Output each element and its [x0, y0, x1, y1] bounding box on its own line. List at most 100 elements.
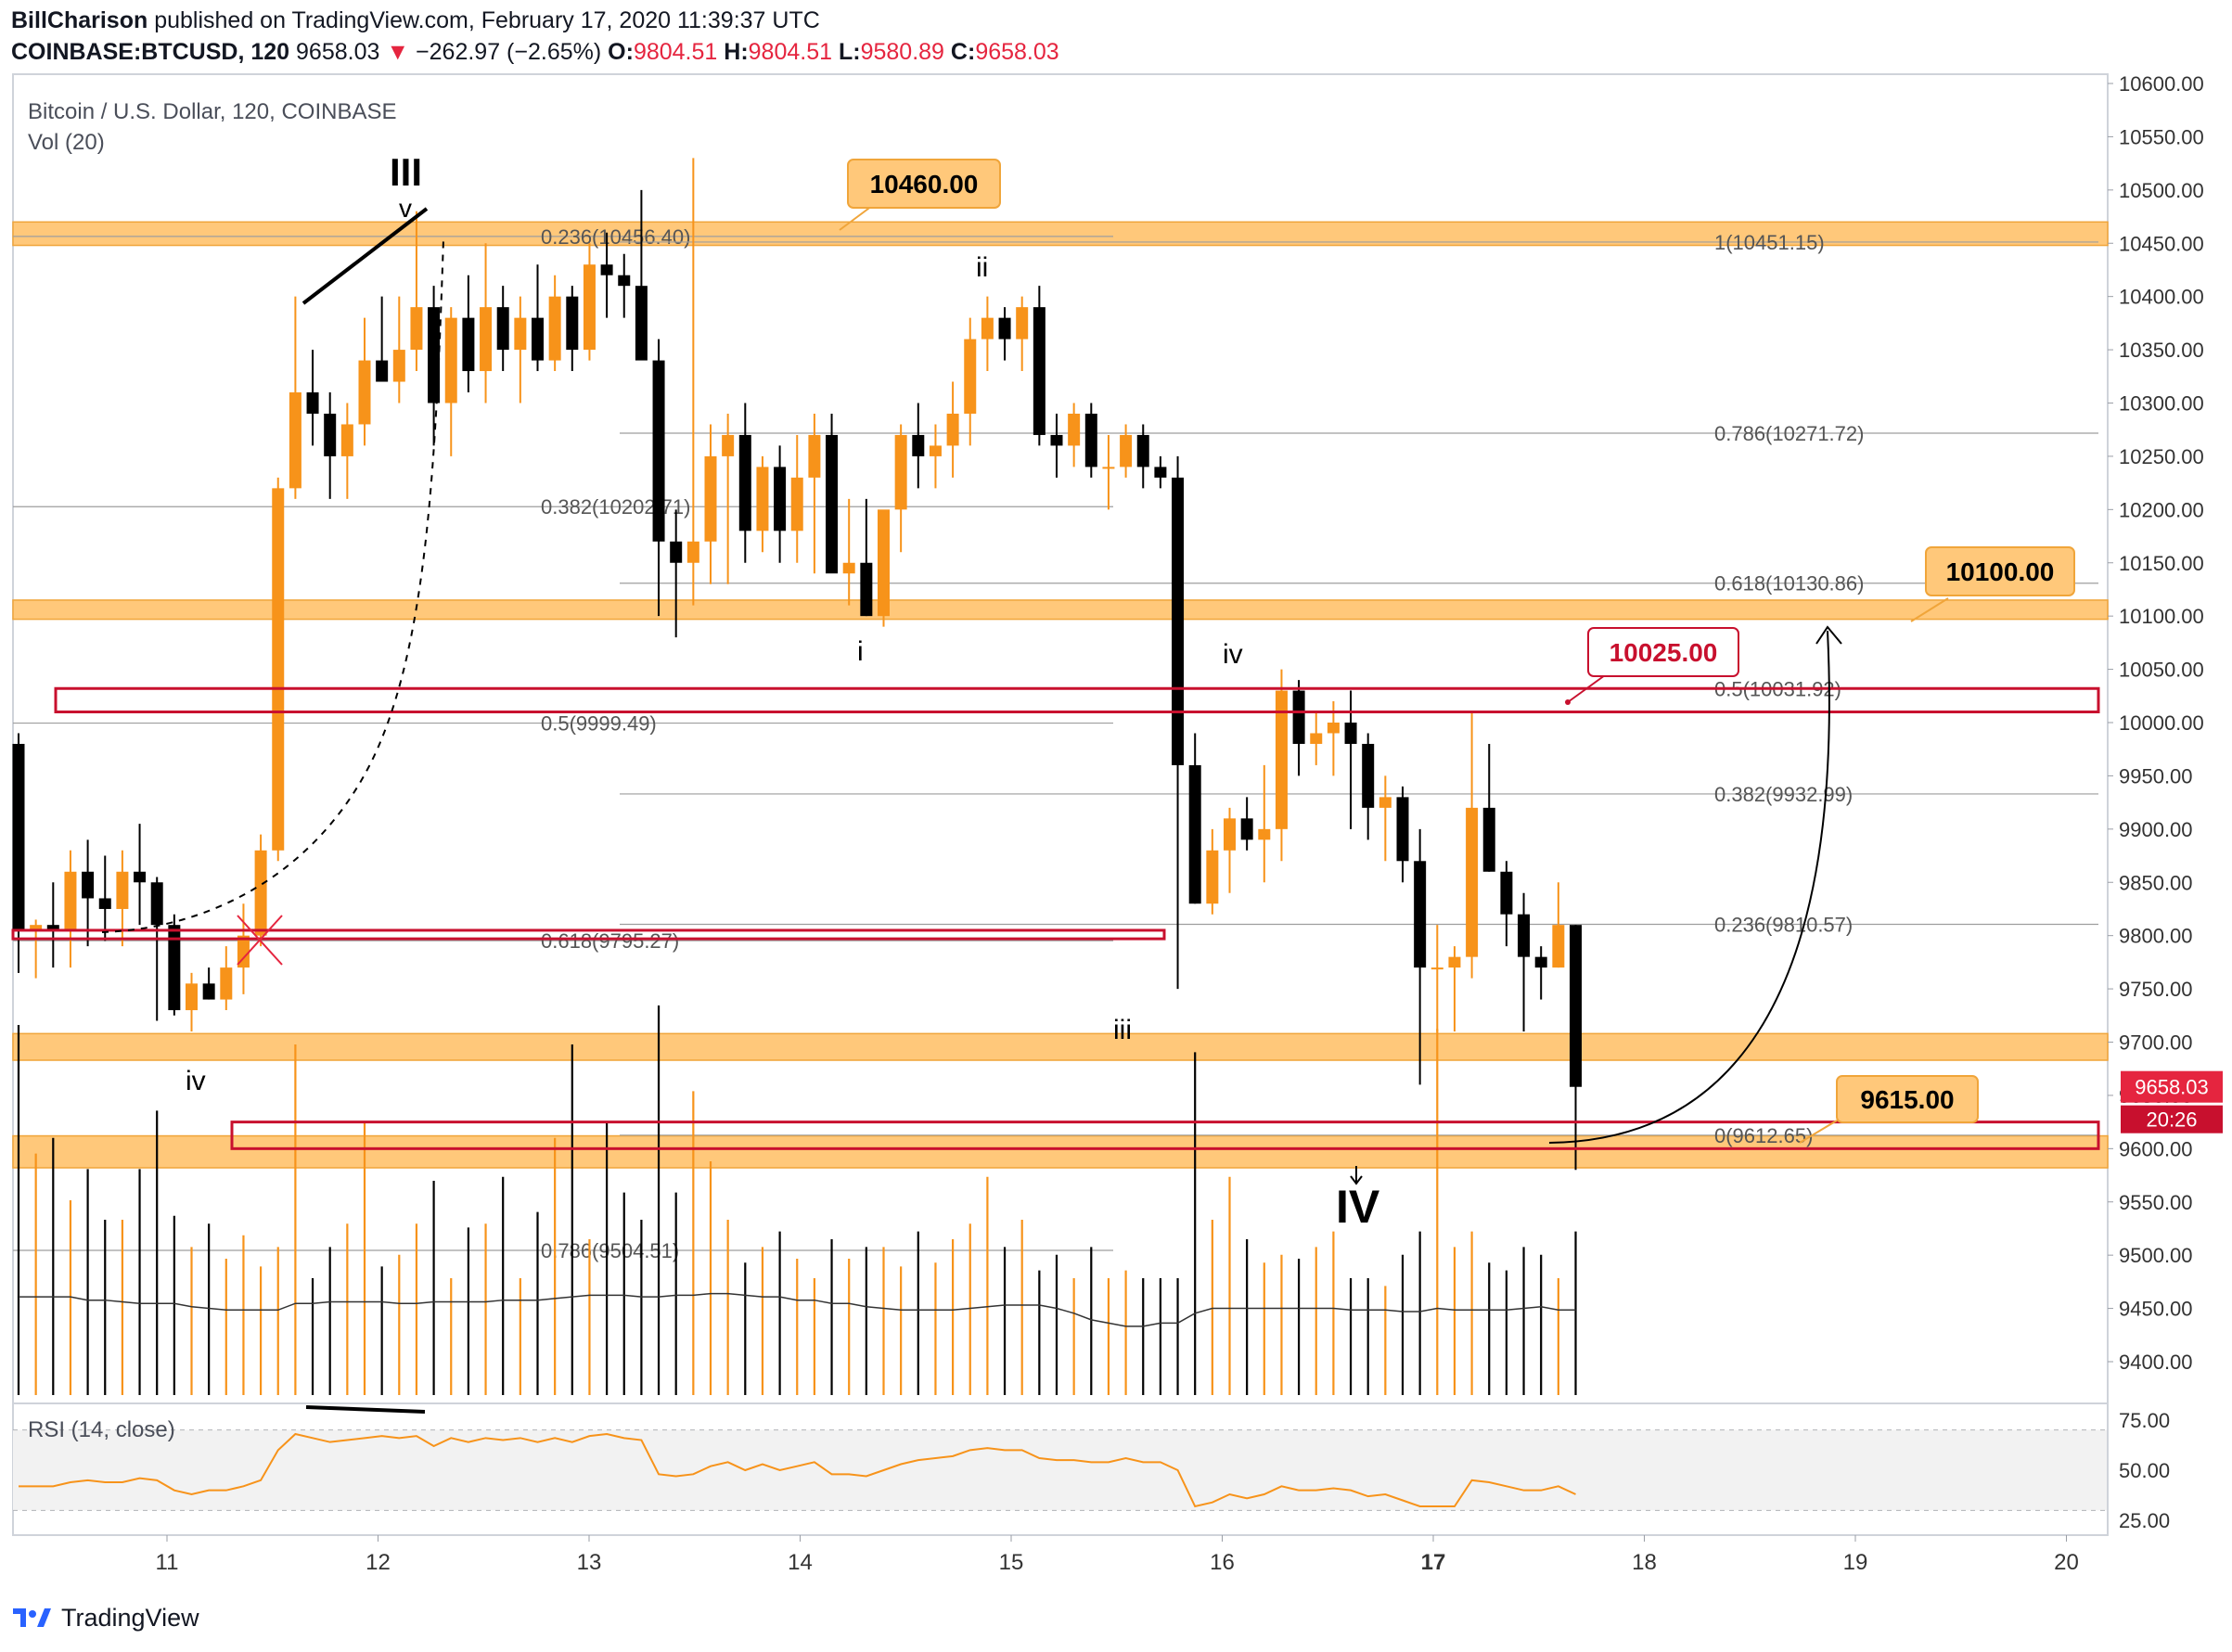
candle-body: [46, 925, 59, 930]
candle: [929, 424, 942, 489]
rsi-band: [13, 1429, 2108, 1511]
y-tick-label: 10400.00: [2119, 286, 2204, 309]
candle: [652, 339, 665, 617]
candle-body: [566, 296, 579, 351]
candle-body: [652, 360, 665, 542]
callout-10025[interactable]: [1587, 627, 1739, 677]
candle-body: [532, 317, 544, 361]
candle: [410, 211, 423, 372]
rsi-label: RSI (14, close): [28, 1417, 175, 1442]
candle-body: [790, 477, 803, 531]
candle: [566, 286, 579, 372]
candle: [1430, 925, 1443, 1032]
candle: [1224, 807, 1236, 893]
support-resistance-zone: [12, 1032, 2109, 1061]
candle: [1033, 286, 1045, 446]
candle: [635, 189, 648, 361]
x-tick-label: 15: [999, 1550, 1024, 1575]
y-tick-label: 10300.00: [2119, 392, 2204, 416]
callout-10460[interactable]: [847, 159, 1001, 209]
x-tick-label: 18: [1632, 1550, 1657, 1575]
candle-body: [1068, 413, 1081, 446]
callout-10100-text: 10100.00: [1946, 557, 2055, 586]
candle-body: [1379, 797, 1392, 808]
candle-body: [618, 275, 631, 287]
candle-body: [670, 541, 683, 563]
candle: [981, 296, 994, 372]
rsi-tick-label: 25.00: [2119, 1509, 2170, 1532]
candle: [1310, 711, 1323, 765]
candle-body: [237, 935, 250, 968]
candle-body: [1102, 467, 1115, 469]
wave-label-iii: iii: [1113, 1015, 1132, 1045]
candle-body: [998, 317, 1011, 339]
candle: [1258, 764, 1271, 883]
y-tick-label: 10100.00: [2119, 605, 2204, 628]
y-tick-label: 9700.00: [2119, 1031, 2193, 1055]
candle-body: [1500, 871, 1513, 915]
x-tick-label: 11: [156, 1550, 179, 1575]
tradingview-brand[interactable]: TradingView: [61, 1603, 199, 1632]
candle: [722, 413, 735, 584]
callout-10460-text: 10460.00: [870, 170, 979, 198]
y-tick-label: 9550.00: [2119, 1191, 2193, 1214]
author-name[interactable]: BillCharison: [11, 7, 148, 33]
candle: [376, 296, 389, 382]
candle: [82, 839, 95, 947]
candle-body: [1016, 307, 1029, 339]
candle: [428, 286, 441, 446]
candle-body: [1120, 434, 1133, 467]
support-resistance-zone: [12, 1134, 2109, 1169]
candle-body: [686, 541, 699, 563]
candle-body: [1534, 956, 1547, 968]
candle: [220, 946, 233, 1011]
candle-body: [1136, 434, 1149, 467]
arrow-head-icon: [1815, 625, 1842, 645]
candle: [756, 455, 769, 553]
candle: [600, 232, 613, 318]
candle: [1050, 413, 1063, 478]
candle: [842, 498, 855, 606]
candle: [1292, 680, 1305, 776]
candle-body: [480, 307, 493, 372]
candle-body: [202, 983, 215, 1000]
callout-pointer: [839, 205, 873, 231]
candle: [878, 509, 890, 627]
fib-level-label: 0.236(9810.57): [1714, 914, 1853, 937]
candle-body: [1466, 807, 1479, 957]
candle: [272, 477, 285, 862]
candle-body: [289, 392, 301, 489]
volume-label: Vol (20): [28, 130, 105, 155]
last-price: 9658.03: [296, 39, 380, 65]
tradingview-logo-icon: [13, 1608, 51, 1627]
callout-9615[interactable]: [1836, 1075, 1979, 1123]
high-label: H:: [724, 39, 749, 65]
candle-body: [894, 434, 907, 510]
candle-body: [1292, 690, 1305, 744]
candle-body: [1050, 434, 1063, 446]
candle: [686, 158, 699, 606]
candle: [289, 296, 301, 499]
rsi-tick-label: 75.00: [2119, 1409, 2170, 1432]
arrow-down-icon: [1350, 1166, 1363, 1185]
candle-body: [583, 264, 596, 351]
candle: [324, 392, 337, 499]
y-tick-label: 10200.00: [2119, 498, 2204, 521]
cross-mark-icon: [237, 915, 283, 966]
candle-body: [1258, 828, 1271, 840]
y-tick-label: 9600.00: [2119, 1137, 2193, 1160]
wave-label-iv-left: iv: [186, 1066, 206, 1096]
y-tick-label: 10150.00: [2119, 552, 2204, 575]
open-label: O:: [608, 39, 634, 65]
callout-10100[interactable]: [1925, 546, 2075, 596]
candle-body: [878, 509, 890, 617]
low-label: L:: [838, 39, 861, 65]
y-tick-label: 10600.00: [2119, 72, 2204, 96]
candle: [998, 307, 1011, 361]
candle-body: [912, 434, 925, 456]
candle-body: [1482, 807, 1495, 872]
high-value: 9804.51: [748, 39, 833, 65]
rsi-divergence-line: [305, 1405, 426, 1414]
